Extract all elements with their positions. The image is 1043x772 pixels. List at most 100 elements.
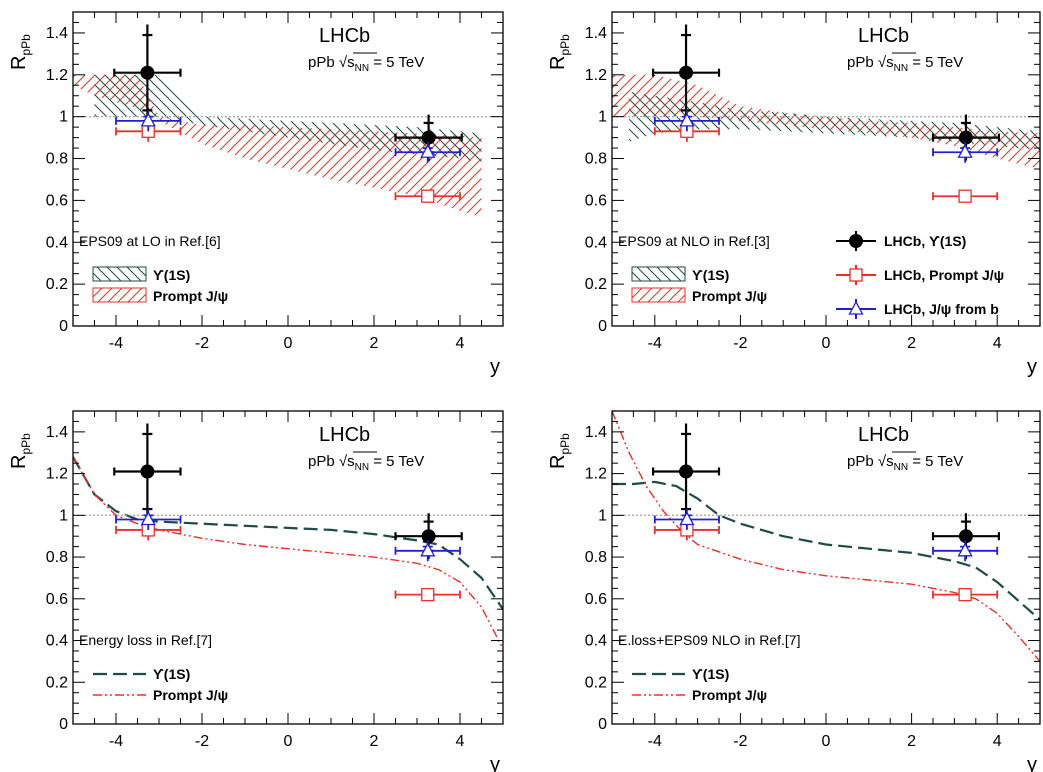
x-tick-label: -2 bbox=[733, 335, 747, 352]
y-tick-label: 0 bbox=[598, 318, 607, 335]
plot-frame bbox=[611, 410, 1041, 725]
y-tick-label: 1.4 bbox=[46, 424, 68, 441]
data-point bbox=[958, 587, 972, 602]
x-tick-label: 4 bbox=[993, 733, 1002, 750]
plot-area bbox=[612, 411, 1040, 662]
x-axis-title: y bbox=[490, 356, 500, 378]
plot-area bbox=[73, 423, 503, 650]
y-tick-label: 0.6 bbox=[585, 192, 607, 209]
model-label: EPS09 at NLO in Ref.[3] bbox=[618, 233, 770, 249]
y-tick-label: 1.2 bbox=[46, 67, 68, 84]
model-band bbox=[73, 74, 482, 218]
legend-swatch bbox=[631, 266, 686, 282]
x-tick-label: -4 bbox=[648, 733, 662, 750]
x-tick-label: 2 bbox=[370, 335, 379, 352]
panel-top-right: -4 -2 0 2 4 0 0.2 0.4 0.6 0.8 1 1.2 1.4 y RpPb LHCb pPb … bbox=[547, 11, 1041, 378]
data-point bbox=[420, 542, 436, 557]
model-band bbox=[612, 74, 1040, 169]
y-tick-label: 0.2 bbox=[585, 674, 607, 691]
data-point bbox=[679, 112, 695, 127]
panel-top-left: -4 -2 0 2 4 0 0.2 0.4 0.6 0.8 1 1.2 1.4 y RpPb LHCb pPb … bbox=[8, 11, 504, 378]
plot-area bbox=[612, 24, 1040, 203]
data-point bbox=[957, 143, 973, 158]
x-tick-label: 2 bbox=[907, 335, 916, 352]
data-point bbox=[140, 65, 155, 80]
data-point bbox=[140, 511, 156, 526]
x-tick-label: 2 bbox=[370, 733, 379, 750]
model-legend-label: Prompt J/ψ bbox=[692, 687, 767, 703]
y-axis-title: RpPb bbox=[547, 433, 572, 469]
model-legend-label: ϒ(1S) bbox=[153, 267, 190, 283]
y-tick-label: 1.4 bbox=[585, 25, 607, 42]
x-axis-title: y bbox=[1027, 356, 1037, 378]
x-tick-label: 0 bbox=[284, 733, 293, 750]
y-tick-label: 0.8 bbox=[46, 549, 68, 566]
energy-label: pPb √sNN = 5 TeV bbox=[847, 54, 963, 74]
legend-swatch bbox=[92, 266, 147, 282]
model-label: Energy loss in Ref.[7] bbox=[79, 632, 212, 648]
y-tick-label: 0.4 bbox=[46, 234, 68, 251]
y-tick-label: 1 bbox=[59, 109, 68, 126]
y-axis-title: RpPb bbox=[547, 34, 572, 70]
model-legend-label: ϒ(1S) bbox=[692, 666, 729, 682]
x-tick-label: -2 bbox=[733, 733, 747, 750]
x-tick-label: 0 bbox=[284, 335, 293, 352]
legend-marker bbox=[849, 234, 863, 248]
panel-bottom-left: -4 -2 0 2 4 0 0.2 0.4 0.6 0.8 1 1.2 1.4 y RpPb LHCb pPb … bbox=[8, 410, 504, 772]
energy-label: pPb √sNN = 5 TeV bbox=[847, 453, 963, 473]
y-tick-label: 0.4 bbox=[46, 633, 68, 650]
y-tick-label: 0 bbox=[59, 318, 68, 335]
x-tick-label: 0 bbox=[822, 733, 831, 750]
y-tick-label: 0.6 bbox=[46, 591, 68, 608]
y-tick-label: 0.6 bbox=[46, 192, 68, 209]
energy-label: pPb √sNN = 5 TeV bbox=[308, 54, 424, 74]
experiment-label: LHCb bbox=[858, 424, 909, 446]
data-point bbox=[679, 464, 694, 479]
model-curve bbox=[73, 456, 503, 650]
x-tick-label: 4 bbox=[456, 335, 465, 352]
data-point bbox=[957, 542, 973, 557]
data-point bbox=[140, 464, 155, 479]
model-legend-label: ϒ(1S) bbox=[692, 267, 729, 283]
plot-frame bbox=[72, 410, 504, 725]
legend-marker bbox=[848, 300, 864, 315]
x-tick-label: 0 bbox=[822, 335, 831, 352]
data-point bbox=[420, 143, 436, 158]
model-label: E.loss+EPS09 NLO in Ref.[7] bbox=[618, 632, 800, 648]
model-legend-label: Prompt J/ψ bbox=[153, 687, 228, 703]
legend-swatch bbox=[92, 287, 147, 303]
data-point bbox=[140, 112, 156, 127]
model-curve bbox=[612, 480, 1040, 621]
y-tick-label: 1 bbox=[598, 507, 607, 524]
x-tick-label: 4 bbox=[993, 335, 1002, 352]
x-tick-label: -2 bbox=[195, 733, 209, 750]
y-tick-label: 1.4 bbox=[585, 424, 607, 441]
x-axis-title: y bbox=[490, 754, 500, 772]
data-point bbox=[421, 189, 435, 203]
experiment-label: LHCb bbox=[858, 25, 909, 47]
data-point bbox=[958, 189, 972, 203]
y-tick-label: 1.4 bbox=[46, 25, 68, 42]
x-axis-title: y bbox=[1027, 754, 1037, 772]
model-curve bbox=[612, 411, 1040, 662]
model-legend-label: ϒ(1S) bbox=[153, 666, 190, 682]
x-tick-label: -2 bbox=[195, 335, 209, 352]
legend-swatch bbox=[631, 287, 686, 303]
experiment-label: LHCb bbox=[319, 424, 370, 446]
y-tick-label: 0 bbox=[59, 716, 68, 733]
plot-area bbox=[73, 24, 503, 218]
data-legend-label: LHCb, ϒ(1S) bbox=[884, 233, 966, 249]
y-tick-label: 0.6 bbox=[585, 591, 607, 608]
model-label: EPS09 at LO in Ref.[6] bbox=[79, 233, 221, 249]
y-tick-label: 0.2 bbox=[585, 276, 607, 293]
y-tick-label: 0.8 bbox=[46, 151, 68, 168]
y-tick-label: 0.2 bbox=[46, 276, 68, 293]
x-tick-label: -4 bbox=[109, 733, 123, 750]
y-axis-title: RpPb bbox=[8, 433, 33, 469]
y-tick-label: 0.4 bbox=[585, 234, 607, 251]
y-tick-label: 1.2 bbox=[585, 67, 607, 84]
model-legend-label: Prompt J/ψ bbox=[153, 288, 228, 304]
y-tick-label: 0.8 bbox=[585, 549, 607, 566]
legend-marker bbox=[849, 268, 863, 282]
data-legend-label: LHCb, J/ψ from b bbox=[884, 301, 999, 317]
